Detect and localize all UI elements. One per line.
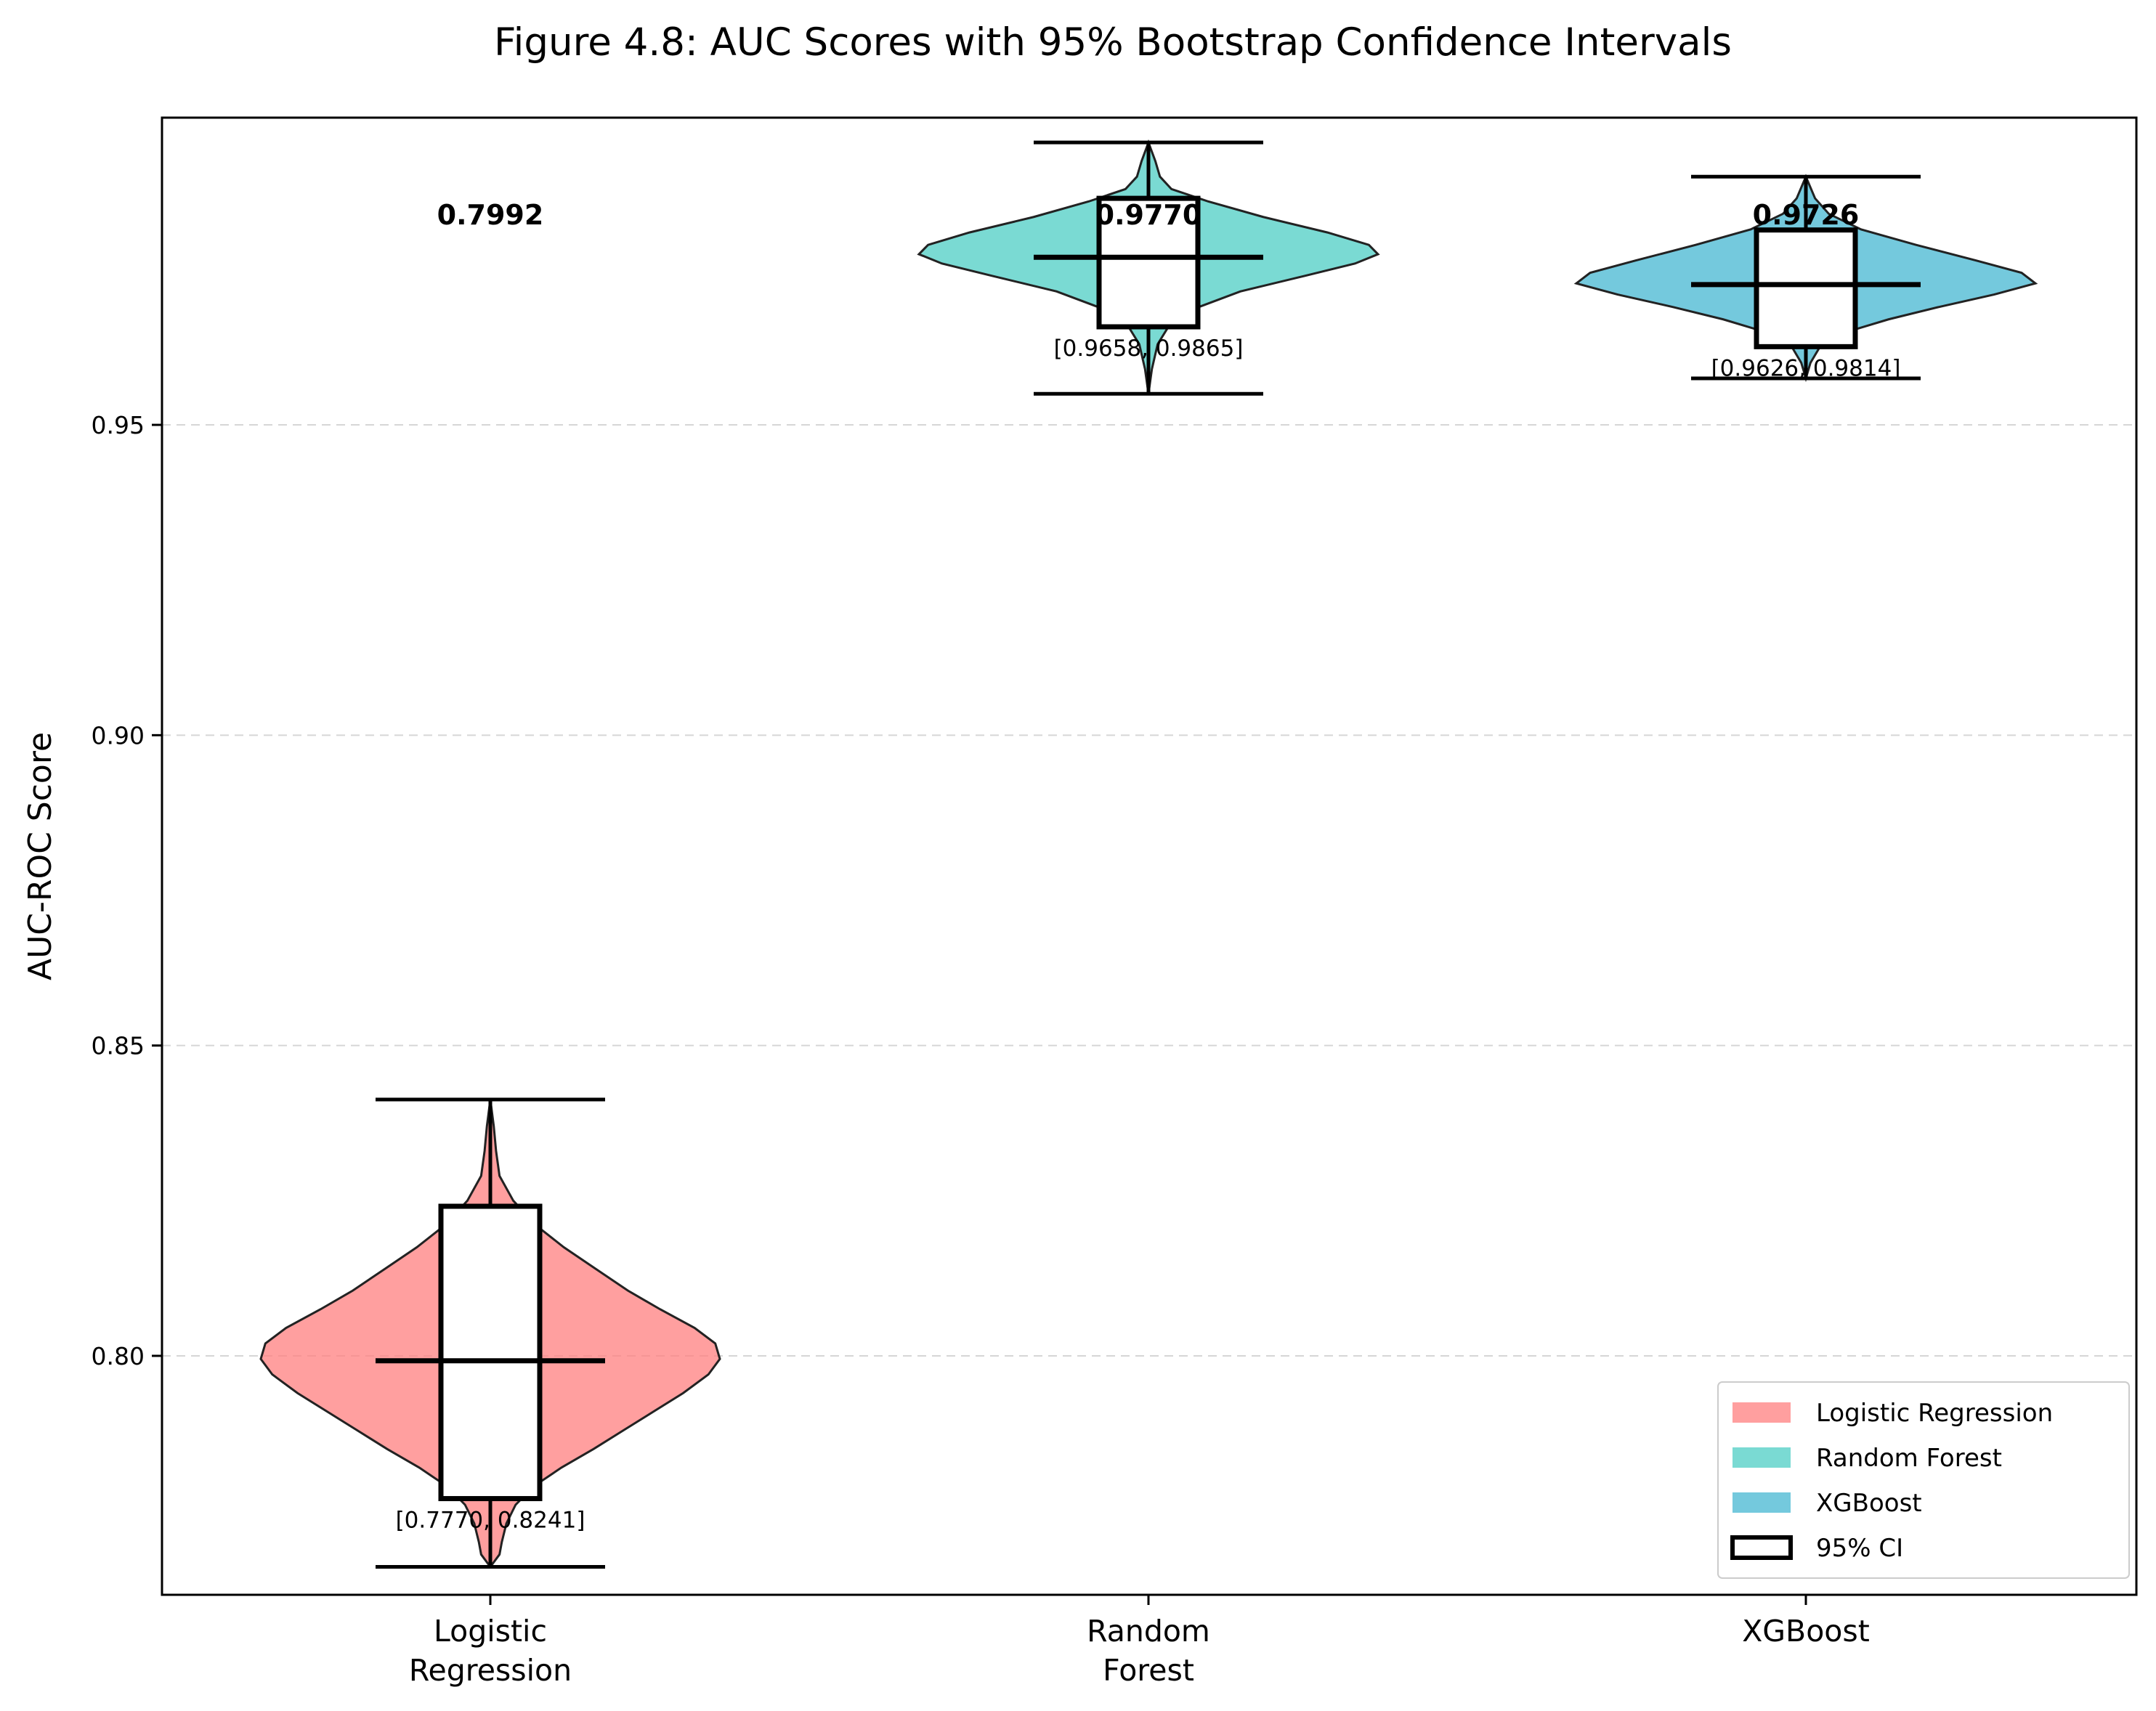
x-tick-label: XGBoost bbox=[1742, 1614, 1870, 1649]
y-axis: 0.80 0.85 0.90 0.95 bbox=[92, 411, 162, 1370]
legend-label: Random Forest bbox=[1816, 1444, 2002, 1473]
ci-box bbox=[438, 1203, 543, 1502]
mean-label: 0.9770 bbox=[1095, 199, 1202, 231]
x-axis: Logistic Regression Random Forest XGBoost bbox=[409, 1595, 1870, 1688]
ci-box bbox=[1754, 227, 1858, 349]
gridlines bbox=[162, 424, 2136, 1357]
legend-label: 95% CI bbox=[1816, 1534, 1903, 1563]
legend-box bbox=[1717, 1381, 2130, 1579]
legend-label: XGBoost bbox=[1816, 1489, 1922, 1518]
ci-box bbox=[1096, 195, 1201, 330]
y-tick-label: 0.85 bbox=[92, 1032, 145, 1060]
y-axis-label: AUC-ROC Score bbox=[22, 732, 59, 980]
legend-swatch bbox=[1732, 1402, 1791, 1423]
y-tick-label: 0.90 bbox=[92, 721, 145, 749]
ci-label: [0.9626, 0.9814] bbox=[1711, 355, 1901, 381]
mean-label: 0.7992 bbox=[437, 199, 544, 231]
x-tick-label: Logistic bbox=[434, 1614, 547, 1649]
legend-label: Logistic Regression bbox=[1816, 1399, 2053, 1428]
x-tick-label: Regression bbox=[409, 1653, 572, 1688]
legend-swatch bbox=[1732, 1447, 1791, 1468]
ci-label: [0.7770, 0.8241] bbox=[396, 1508, 585, 1534]
legend-swatch bbox=[1732, 1492, 1791, 1513]
y-tick-label: 0.95 bbox=[92, 411, 145, 439]
x-tick-label: Random bbox=[1087, 1614, 1210, 1649]
legend: Logistic Regression Random Forest XGBoost 9… bbox=[1717, 1381, 2130, 1579]
ci-boxes bbox=[376, 140, 1921, 1569]
mean-label: 0.9726 bbox=[1753, 199, 1860, 231]
x-tick-label: Forest bbox=[1103, 1653, 1194, 1688]
ci-label: [0.9658, 0.9865] bbox=[1054, 336, 1244, 362]
annotations: 0.7992 [0.7770, 0.8241] 0.9770 [0.9658, 0.9… bbox=[396, 199, 1901, 1534]
y-tick-label: 0.80 bbox=[92, 1342, 145, 1370]
chart-title: Figure 4.8: AUC Scores with 95% Bootstra… bbox=[494, 20, 1732, 65]
legend-swatch-ci bbox=[1730, 1535, 1793, 1560]
